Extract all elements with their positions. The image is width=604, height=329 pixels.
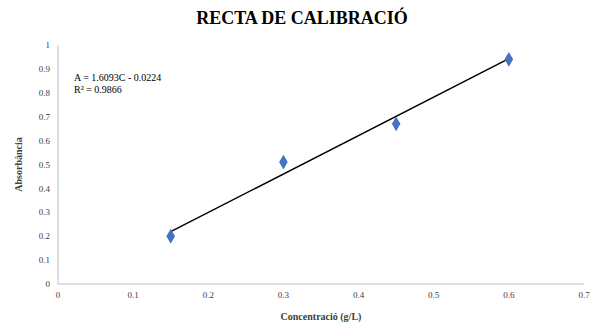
svg-text:0: 0 [46, 279, 51, 289]
svg-text:0.2: 0.2 [203, 290, 214, 300]
svg-text:0.7: 0.7 [578, 290, 590, 300]
svg-text:0.2: 0.2 [39, 231, 50, 241]
svg-text:0.1: 0.1 [39, 255, 50, 265]
svg-text:0.8: 0.8 [39, 88, 51, 98]
svg-text:0.4: 0.4 [39, 184, 51, 194]
svg-text:0.9: 0.9 [39, 64, 51, 74]
svg-text:0.5: 0.5 [39, 160, 51, 170]
svg-text:0.4: 0.4 [353, 290, 365, 300]
html-text:A = 1.6093C - 0.0224: A = 1.6093C - 0.0224 [74, 72, 162, 83]
svg-text:0.6: 0.6 [503, 290, 515, 300]
svg-text:Concentració (g/L): Concentració (g/L) [281, 311, 362, 323]
svg-text:1: 1 [46, 40, 51, 50]
svg-text:0.3: 0.3 [278, 290, 290, 300]
html-text:R² = 0.9866: R² = 0.9866 [74, 84, 122, 95]
svg-text:Absorbància: Absorbància [13, 137, 24, 191]
svg-text:0.3: 0.3 [39, 207, 51, 217]
svg-text:0.1: 0.1 [128, 290, 139, 300]
svg-text:0.7: 0.7 [39, 112, 51, 122]
svg-text:0: 0 [56, 290, 61, 300]
svg-text:0.5: 0.5 [428, 290, 440, 300]
svg-text:0.6: 0.6 [39, 136, 51, 146]
html-text:RECTA DE CALIBRACIÓ: RECTA DE CALIBRACIÓ [196, 8, 408, 28]
